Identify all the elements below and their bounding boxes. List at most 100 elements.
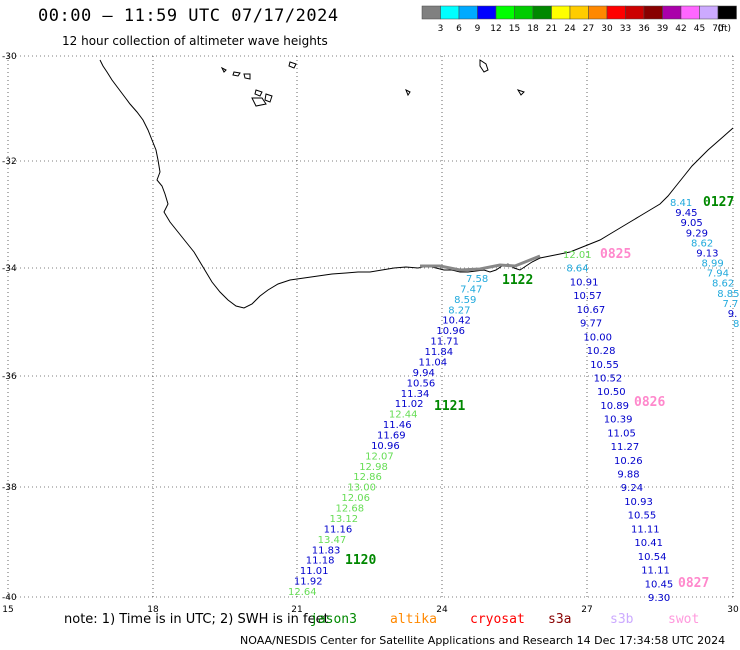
swh-value: 7.58 (466, 274, 488, 285)
swh-value: 10.67 (577, 305, 606, 316)
graticule (7, 55, 734, 598)
legend-swatch (477, 5, 497, 20)
legend-label: 24 (564, 24, 576, 34)
swh-value: 8.59 (454, 295, 476, 306)
island-9 (405, 88, 411, 97)
legend-label: 39 (657, 24, 669, 34)
lat-tick-label: -36 (2, 372, 17, 382)
swh-value: 12.68 (335, 504, 364, 515)
swh-value: 10.56 (407, 378, 436, 389)
swh-value: 11.18 (306, 556, 335, 567)
swh-value: 12.07 (365, 451, 394, 462)
swh-value: 10.91 (570, 277, 599, 288)
swh-value: 12.64 (288, 587, 317, 598)
swh-value: 10.93 (624, 497, 653, 508)
legend-label: 3 (438, 24, 444, 34)
lon-tick-label: 24 (436, 605, 448, 615)
legend-swatch (569, 5, 589, 20)
swh-value: 11.83 (312, 545, 341, 556)
island-10 (516, 89, 525, 96)
swh-value: 11.92 (294, 577, 323, 588)
island-6 (264, 93, 273, 103)
legend-label: 21 (546, 24, 557, 34)
lon-tick-label: 27 (581, 605, 592, 615)
swh-value: 9.77 (580, 319, 602, 330)
legend-swatch (717, 5, 737, 20)
legend-label: 45 (694, 24, 705, 34)
swh-value: 11.27 (611, 442, 640, 453)
page-title: 00:00 – 11:59 UTC 07/17/2024 (38, 6, 339, 26)
coastline (99, 59, 734, 309)
credit-line: NOAA/NESDIS Center for Satellite Applica… (240, 634, 726, 647)
swh-value: 8.62 (691, 238, 713, 249)
swh-value: 8.64 (566, 264, 588, 275)
swh-value: 11.16 (324, 524, 353, 535)
pass-label-0827: 0827 (678, 576, 709, 591)
swh-value: 12.44 (389, 410, 418, 421)
lon-tick-label: 21 (291, 605, 302, 615)
swh-value: 9.30 (648, 593, 670, 604)
island-7 (288, 61, 297, 69)
legend-label: 6 (456, 24, 462, 34)
swh-value: 12.86 (353, 472, 382, 483)
legend-label: 42 (675, 24, 686, 34)
track-0825-0827: 12.01 8.64 10.91 10.57 10.67 9.77 10.00 10.28 10… (563, 250, 673, 604)
legend-swatch (625, 5, 645, 20)
swh-value: 11.04 (419, 357, 448, 368)
legend-swatch (606, 5, 626, 20)
swh-value: 8.99 (702, 259, 724, 270)
swh-value: 8.27 (448, 305, 470, 316)
satellite-altika: altika (390, 612, 437, 627)
swh-value: 9.13 (696, 248, 718, 259)
pass-label-1120: 1120 (345, 553, 376, 568)
island-2 (232, 71, 241, 77)
legend-swatch (680, 5, 700, 20)
swh-value: 11.05 (607, 428, 636, 439)
swh-value: 10.39 (604, 415, 633, 426)
track-1120-1122: 7.587.478.598.2710.4210.9611.7111.8411.0… (288, 274, 488, 598)
pass-label-0825: 0825 (600, 247, 631, 262)
swh-value: 9.94 (413, 368, 435, 379)
swh-value: 9.24 (621, 483, 643, 494)
swh-value: 10.57 (573, 291, 602, 302)
swh-value: 8.41 (670, 198, 692, 209)
swh-value: 9.05 (681, 218, 703, 229)
swh-value: 10.41 (634, 538, 663, 549)
lon-tick-label: 15 (2, 605, 13, 615)
color-legend: 3 6 9 12 15 18 21 24 27 30 33 36 39 42 45 70(ft) (421, 5, 737, 34)
lon-tick-label: 30 (727, 605, 739, 615)
lat-tick-label: -30 (2, 52, 17, 62)
lon-tick-label: 18 (147, 605, 159, 615)
legend-label: 70 (712, 24, 724, 34)
swh-value: 7.7 (723, 299, 739, 310)
swh-value: 11.11 (641, 566, 670, 577)
lat-tick-label: -34 (2, 264, 17, 274)
legend-label: 9 (475, 24, 481, 34)
page-subtitle: 12 hour collection of altimeter wave hei… (62, 34, 328, 48)
swh-value: 13.47 (318, 535, 347, 546)
axis-tick-labels: -30 -32 -34 -36 -38 -40 15 18 21 24 27 30 (2, 52, 739, 615)
lat-tick-label: -32 (2, 157, 17, 167)
legend-swatch (514, 5, 534, 20)
legend-label: 15 (509, 24, 520, 34)
swh-value: 10.42 (442, 316, 471, 327)
legend-unit: (ft) (717, 24, 731, 34)
legend-swatch (662, 5, 682, 20)
swh-value: 10.54 (638, 552, 667, 563)
legend-swatch (532, 5, 552, 20)
lat-tick-label: -38 (2, 483, 17, 493)
track-0127: 8.419.459.059.298.629.138.997.948.628.85… (670, 198, 740, 330)
legend-label: 18 (527, 24, 539, 34)
swh-value: 10.96 (371, 441, 400, 452)
swh-value: 10.55 (628, 511, 657, 522)
satellite-swot: swot (668, 612, 700, 627)
swh-value: 8 (733, 319, 739, 330)
island-3 (243, 73, 251, 80)
footnote: note: 1) Time is in UTC; 2) SWH is in fe… (64, 612, 329, 627)
swh-value: 11.69 (377, 431, 406, 442)
swh-value: 9.88 (617, 470, 639, 481)
swh-value: 11.71 (430, 337, 459, 348)
satellite-jason3: jason3 (310, 612, 357, 627)
swh-value: 9. (728, 309, 738, 320)
